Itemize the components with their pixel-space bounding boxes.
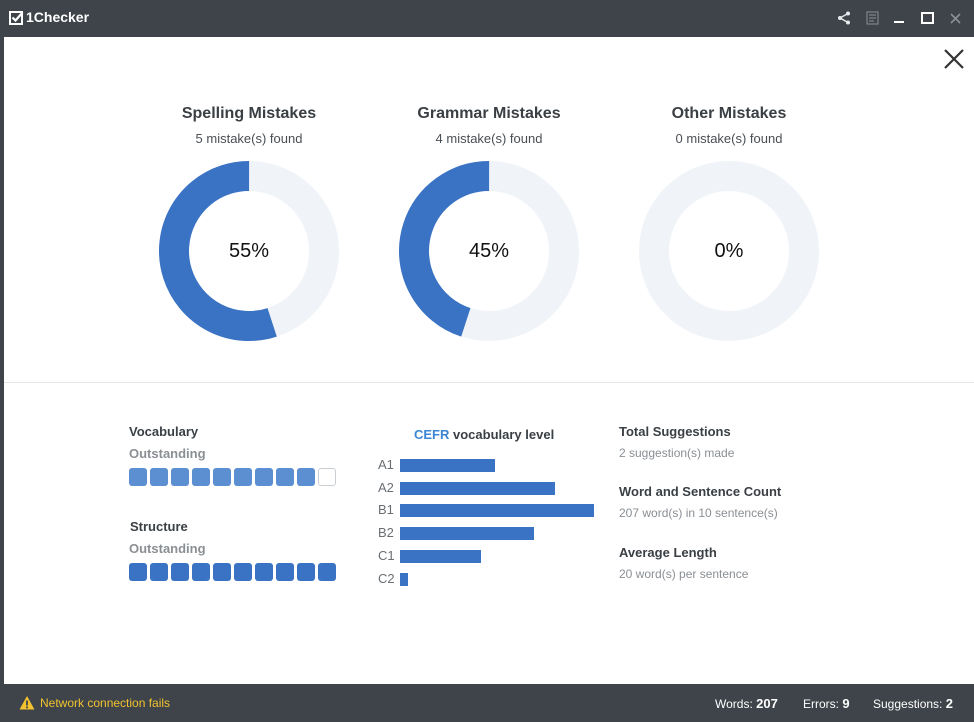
- rating-cell-filled: [129, 468, 147, 486]
- card-subtitle: 0 mistake(s) found: [675, 131, 783, 146]
- cefr-level-label: B1: [378, 502, 394, 518]
- vocabulary-rating-text: Outstanding: [129, 446, 206, 461]
- other-donut-chart: [639, 161, 819, 341]
- average-length-value: 20 word(s) per sentence: [619, 567, 749, 581]
- average-length-title: Average Length: [619, 545, 717, 560]
- errors-label: Errors:: [803, 697, 839, 711]
- rating-cell-filled: [297, 468, 315, 486]
- warning-icon: [19, 696, 35, 710]
- structure-label: Structure: [130, 519, 188, 534]
- card-title: Grammar Mistakes: [417, 105, 561, 122]
- donut-arc: [159, 161, 339, 341]
- cefr-level-label: A1: [378, 457, 394, 472]
- rating-cell-filled: [150, 468, 168, 486]
- rating-cell-filled: [255, 563, 273, 581]
- rating-cell-filled: [234, 468, 252, 486]
- grammar-mistakes-card: Grammar Mistakes 4 mistake(s) found 45%: [384, 105, 594, 341]
- cefr-level-label: B2: [378, 525, 394, 541]
- total-suggestions-title: Total Suggestions: [619, 424, 731, 439]
- errors-value: 9: [842, 696, 850, 711]
- maximize-icon[interactable]: [917, 8, 937, 28]
- vocabulary-rating-bar: [129, 468, 336, 486]
- app-title: 1Checker: [26, 9, 90, 25]
- other-mistakes-card: Other Mistakes 0 mistake(s) found 0%: [624, 105, 834, 341]
- status-bar: Network connection fails Words: 207 Erro…: [0, 684, 974, 722]
- section-divider: [4, 382, 974, 383]
- card-subtitle: 5 mistake(s) found: [195, 131, 303, 146]
- rating-cell-empty: [318, 468, 336, 486]
- cefr-title: CEFR vocabulary level: [414, 427, 554, 442]
- cefr-level-label: C2: [378, 570, 395, 586]
- close-icon[interactable]: [942, 47, 966, 71]
- cefr-link[interactable]: CEFR: [414, 427, 450, 442]
- suggestions-value: 2: [945, 696, 953, 711]
- title-bar: 1Checker: [0, 0, 974, 37]
- rating-cell-filled: [297, 563, 315, 581]
- cefr-bar: [400, 481, 555, 495]
- donut-arc: [399, 161, 579, 341]
- network-warning-text[interactable]: Network connection fails: [40, 696, 171, 710]
- suggestions-count: Suggestions: 2: [873, 696, 953, 711]
- vocabulary-label: Vocabulary: [129, 424, 199, 439]
- cefr-title-text: vocabulary level: [453, 427, 555, 442]
- errors-count: Errors: 9: [803, 696, 850, 711]
- cefr-bar: [400, 504, 594, 518]
- donut-percent: 0%: [714, 240, 744, 262]
- rating-cell-filled: [192, 468, 210, 486]
- minimize-icon[interactable]: [889, 8, 909, 28]
- cefr-bar: [400, 527, 534, 541]
- donut-track: [639, 161, 819, 341]
- rating-cell-filled: [255, 468, 273, 486]
- rating-cell-filled: [192, 563, 210, 581]
- card-title: Spelling Mistakes: [181, 105, 317, 122]
- donut-percent: 55%: [228, 240, 270, 262]
- words-count: Words: 207: [715, 696, 778, 711]
- notes-icon[interactable]: [862, 8, 882, 28]
- rating-cell-filled: [171, 563, 189, 581]
- rating-cell-filled: [276, 563, 294, 581]
- cefr-bar: [400, 549, 481, 563]
- card-subtitle: 4 mistake(s) found: [435, 131, 543, 146]
- word-sentence-value: 207 word(s) in 10 sentence(s): [619, 506, 778, 520]
- suggestions-label: Suggestions:: [873, 697, 943, 711]
- cefr-level-label: A2: [378, 479, 394, 495]
- rating-cell-filled: [150, 563, 168, 581]
- window-close-icon[interactable]: [945, 8, 965, 28]
- word-sentence-title: Word and Sentence Count: [619, 484, 782, 499]
- grammar-donut-chart: [399, 161, 579, 341]
- rating-cell-filled: [234, 563, 252, 581]
- cefr-level-label: C1: [378, 547, 395, 563]
- summary-panel: Spelling Mistakes 5 mistake(s) found 55%…: [4, 37, 974, 684]
- words-label: Words:: [715, 697, 753, 711]
- words-value: 207: [756, 696, 778, 711]
- donut-percent: 45%: [468, 240, 510, 262]
- app-logo-icon: [9, 11, 24, 25]
- share-icon[interactable]: [834, 8, 854, 28]
- rating-cell-filled: [276, 468, 294, 486]
- card-title: Other Mistakes: [671, 105, 787, 122]
- spelling-donut-chart: [159, 161, 339, 341]
- structure-rating-text: Outstanding: [129, 541, 206, 556]
- structure-rating-bar: [129, 563, 336, 581]
- total-suggestions-value: 2 suggestion(s) made: [619, 446, 735, 460]
- cefr-bar: [400, 459, 495, 472]
- rating-cell-filled: [318, 563, 336, 581]
- rating-cell-filled: [213, 468, 231, 486]
- rating-cell-filled: [129, 563, 147, 581]
- spelling-mistakes-card: Spelling Mistakes 5 mistake(s) found 55%: [144, 105, 354, 341]
- rating-cell-filled: [213, 563, 231, 581]
- rating-cell-filled: [171, 468, 189, 486]
- cefr-bar: [400, 572, 408, 586]
